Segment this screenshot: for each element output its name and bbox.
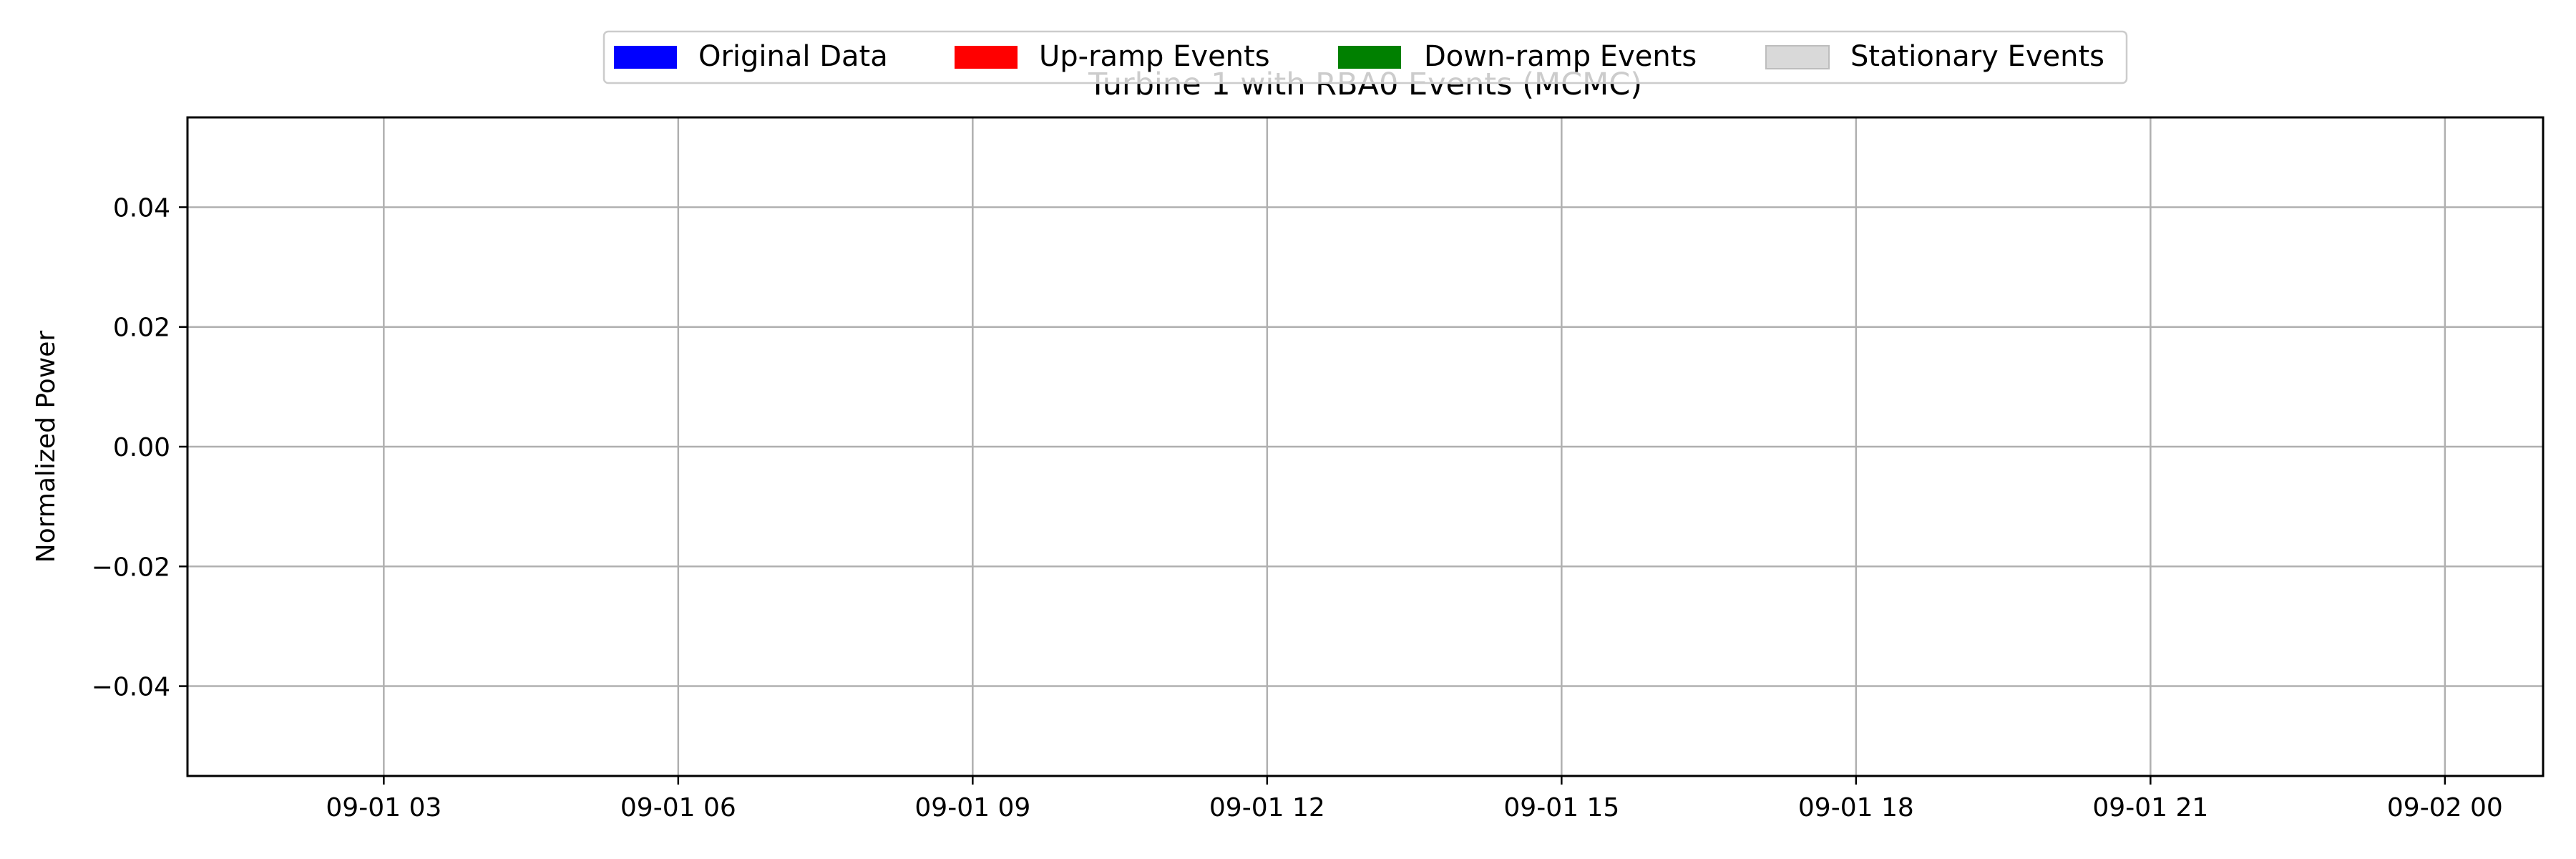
x-tick-label: 09-02 00 <box>2387 793 2503 822</box>
legend-label-stationary-events: Stationary Events <box>1850 40 2104 73</box>
x-tick-label: 09-01 12 <box>1209 793 1325 822</box>
legend-label-original-data: Original Data <box>698 40 888 73</box>
y-axis-label: Normalized Power <box>31 331 61 563</box>
legend-swatch-down-ramp-events <box>1338 46 1401 69</box>
legend-swatch-original-data <box>614 46 677 69</box>
x-tick-label: 09-01 03 <box>326 793 441 822</box>
legend-label-down-ramp-events: Down-ramp Events <box>1424 40 1697 73</box>
plot-frame <box>186 116 2545 777</box>
x-tick-label: 09-01 06 <box>620 793 736 822</box>
legend-swatch-up-ramp-events <box>955 46 1018 69</box>
legend: Original Data Up-ramp Events Down-ramp E… <box>602 30 2128 84</box>
y-tick-label: 0.02 <box>113 314 170 343</box>
x-tick-label: 09-01 18 <box>1798 793 1914 822</box>
y-tick-label: −0.04 <box>92 673 170 702</box>
legend-label-up-ramp-events: Up-ramp Events <box>1039 40 1270 73</box>
y-tick-label: 0.00 <box>113 433 170 462</box>
x-tick-label: 09-01 15 <box>1503 793 1619 822</box>
ticks: 09-01 03 09-01 06 09-01 09 09-01 12 09-01 15… <box>92 193 2503 822</box>
y-tick-label: 0.04 <box>113 193 170 223</box>
y-tick-label: −0.02 <box>92 553 170 582</box>
gridlines <box>187 117 2543 776</box>
x-tick-label: 09-01 09 <box>914 793 1030 822</box>
legend-swatch-stationary-events <box>1765 45 1830 69</box>
x-tick-label: 09-01 21 <box>2092 793 2208 822</box>
